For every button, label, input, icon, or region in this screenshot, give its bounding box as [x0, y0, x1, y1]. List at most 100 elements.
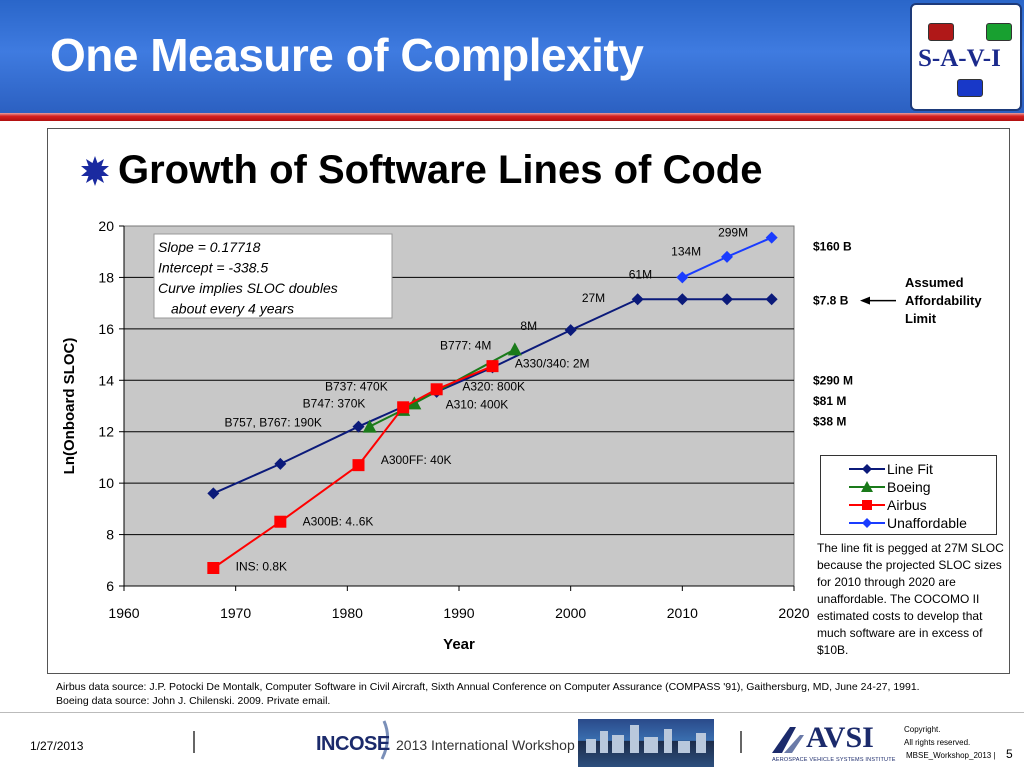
point-annotation: B737: 470K: [325, 380, 388, 394]
logo-red-square: [928, 23, 954, 41]
point-annotation: A300FF: 40K: [381, 453, 452, 467]
y-tick-label: 10: [98, 475, 114, 491]
data-point-line-fit: [564, 324, 577, 337]
data-point-airbus: [274, 515, 287, 528]
fit-stats-line: Intercept = -338.5: [158, 260, 268, 276]
city-skyline-image: [578, 719, 714, 767]
data-point-airbus: [397, 401, 410, 414]
affordability-label: Affordability: [905, 293, 982, 308]
y-tick-label: 14: [98, 372, 114, 388]
x-tick-label: 1990: [443, 605, 474, 621]
legend-swatch-line-fit: [849, 464, 885, 474]
data-point-line-fit: [721, 293, 733, 306]
data-point-line-fit: [765, 293, 778, 306]
y-tick-label: 8: [106, 527, 114, 543]
y-tick-label: 16: [98, 321, 114, 337]
point-annotation: B777: 4M: [440, 338, 491, 352]
legend-label-boeing: Boeing: [887, 479, 931, 495]
data-point-unaffordable: [676, 271, 689, 284]
avsi-logo: AVSI AEROSPACE VEHICLE SYSTEMS INSTITUTE: [770, 721, 896, 767]
point-annotation: B757, B767: 190K: [225, 416, 322, 430]
slide-title: One Measure of Complexity: [50, 29, 644, 81]
data-point-airbus: [207, 562, 220, 574]
x-axis-title: Year: [443, 636, 475, 653]
data-point-airbus: [430, 383, 443, 396]
series-line-airbus: [212, 365, 493, 569]
data-point-boeing: [507, 342, 522, 356]
footer-separator: [740, 731, 742, 753]
starburst-bullet-icon: [81, 156, 109, 186]
cost-label: $7.8 B: [813, 294, 849, 308]
cost-label: $160 B: [813, 240, 852, 254]
point-annotation: A300B: 4..6K: [303, 515, 374, 529]
chart-legend: Line Fit Boeing Airbus Unaffordable: [820, 455, 997, 535]
data-point-airbus: [352, 459, 365, 472]
fit-stats-line: about every 4 years: [171, 301, 294, 317]
header-stripe: [0, 113, 1024, 121]
data-point-airbus: [486, 360, 499, 373]
data-point-line-fit: [207, 487, 220, 500]
incose-workshop-label: 2013 International Workshop: [396, 737, 575, 753]
legend-label-unaffordable: Unaffordable: [887, 515, 967, 531]
affordability-arrowhead: [860, 296, 870, 305]
data-point-line-fit: [352, 420, 365, 433]
logo-blue-square: [957, 79, 983, 97]
footer-doc-name: MBSE_Workshop_2013 |: [906, 751, 996, 760]
legend-item-unaffordable: Unaffordable: [821, 514, 998, 532]
point-annotation: 27M: [582, 291, 605, 305]
point-annotation: A320: 800K: [462, 380, 525, 394]
y-tick-label: 6: [106, 578, 114, 594]
x-tick-label: 2010: [667, 605, 698, 621]
point-annotation: B747: 370K: [303, 396, 366, 410]
fit-stats-box: [153, 233, 393, 319]
legend-item-line-fit: Line Fit: [821, 460, 998, 478]
x-tick-label: 2000: [555, 605, 586, 621]
incose-swoosh-icon: [380, 720, 389, 760]
point-annotation: 61M: [629, 268, 652, 282]
data-point-unaffordable: [721, 250, 733, 263]
slide-header: [0, 0, 1024, 115]
data-point-line-fit: [274, 457, 287, 470]
avsi-subtitle: AEROSPACE VEHICLE SYSTEMS INSTITUTE: [772, 757, 896, 763]
data-point-line-fit: [676, 293, 689, 306]
fit-stats-line: Slope = 0.17718: [158, 239, 261, 255]
x-tick-label: 1980: [332, 605, 363, 621]
logo-green-square: [986, 23, 1012, 41]
data-sources: Airbus data source: J.P. Potocki De Mont…: [56, 680, 1016, 708]
airbus-source: Airbus data source: J.P. Potocki De Mont…: [56, 681, 920, 693]
point-annotation: 8M: [520, 319, 537, 333]
rights-line: All rights reserved.: [904, 738, 971, 747]
logo-text: S-A-V-I: [918, 45, 1001, 72]
footer-date: 1/27/2013: [30, 739, 84, 753]
data-point-line-fit: [631, 293, 644, 306]
point-annotation: A330/340: 2M: [515, 356, 590, 370]
y-tick-label: 20: [98, 218, 114, 234]
legend-label-line-fit: Line Fit: [887, 461, 933, 477]
y-tick-label: 12: [98, 424, 114, 440]
legend-swatch-airbus: [849, 500, 885, 510]
data-point-unaffordable: [765, 231, 778, 244]
point-annotation: 134M: [671, 245, 701, 259]
x-tick-label: 1970: [220, 605, 251, 621]
fit-stats-line: Curve implies SLOC doubles: [158, 280, 338, 296]
y-axis-title: Ln(Onboard SLOC): [61, 338, 78, 475]
savi-logo: S-A-V-I: [910, 3, 1022, 111]
line-fit-note: The line fit is pegged at 27M SLOC becau…: [817, 541, 1004, 657]
point-annotation: A310: 400K: [446, 398, 509, 412]
slide-subtitle: Growth of Software Lines of Code: [118, 148, 763, 192]
affordability-label: Assumed: [905, 275, 964, 290]
slide-footer: 1/27/2013 INCOSE 2013 International Work…: [0, 712, 1024, 768]
point-annotation: INS: 0.8K: [236, 560, 287, 574]
data-point-boeing: [362, 419, 377, 433]
series-line-line-fit: [212, 298, 772, 495]
copyright-line: Copyright.: [904, 725, 941, 734]
point-annotation: 299M: [718, 225, 748, 239]
legend-item-boeing: Boeing: [821, 478, 998, 496]
data-point-boeing: [407, 396, 422, 410]
legend-item-airbus: Airbus: [821, 496, 998, 514]
cost-label: $290 M: [813, 373, 853, 387]
page-number: 5: [1006, 747, 1013, 761]
legend-swatch-unaffordable: [849, 518, 885, 528]
footer-separator: [193, 731, 195, 753]
